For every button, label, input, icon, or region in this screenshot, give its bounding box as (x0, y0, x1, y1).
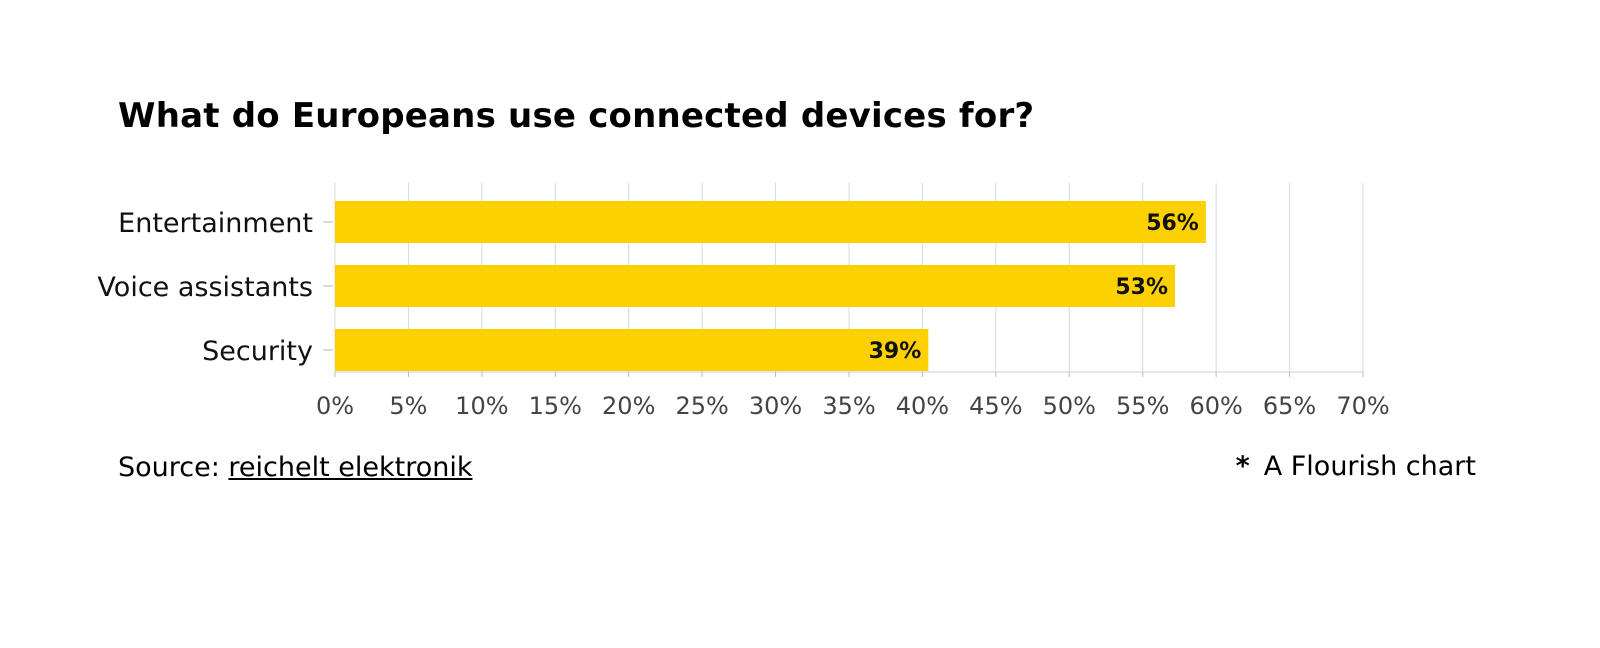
source-link[interactable]: reichelt elektronik (228, 452, 473, 483)
bar (335, 201, 1206, 243)
flourish-credit-link[interactable]: * A Flourish chart (1236, 451, 1476, 482)
data-label: 53% (1115, 275, 1168, 300)
x-tick-label: 15% (529, 392, 582, 420)
bar (335, 265, 1176, 307)
x-tick-label: 10% (455, 392, 508, 420)
x-tick-label: 35% (822, 392, 875, 420)
x-tick-label: 55% (1116, 392, 1169, 420)
flourish-label: A Flourish chart (1263, 451, 1476, 482)
x-tick-label: 30% (749, 392, 802, 420)
source-credit: Source: reichelt elektronik (118, 452, 473, 483)
x-tick-label: 25% (675, 392, 728, 420)
x-tick-label: 65% (1263, 392, 1316, 420)
x-tick-label: 60% (1189, 392, 1242, 420)
x-tick-label: 40% (896, 392, 949, 420)
x-tick-label: 0% (316, 392, 354, 420)
asterisk-icon: * (1235, 451, 1250, 482)
data-label: 39% (869, 339, 922, 364)
x-tick-label: 45% (969, 392, 1022, 420)
category-label: Security (202, 336, 313, 367)
category-label: Voice assistants (97, 272, 313, 303)
x-tick-label: 5% (389, 392, 427, 420)
data-label: 56% (1146, 211, 1199, 236)
x-tick-label: 20% (602, 392, 655, 420)
category-label: Entertainment (118, 208, 313, 239)
bar (335, 329, 929, 371)
x-tick-label: 50% (1043, 392, 1096, 420)
x-tick-label: 70% (1336, 392, 1389, 420)
source-prefix: Source: (118, 452, 229, 483)
chart-title: What do Europeans use connected devices … (118, 96, 1035, 136)
